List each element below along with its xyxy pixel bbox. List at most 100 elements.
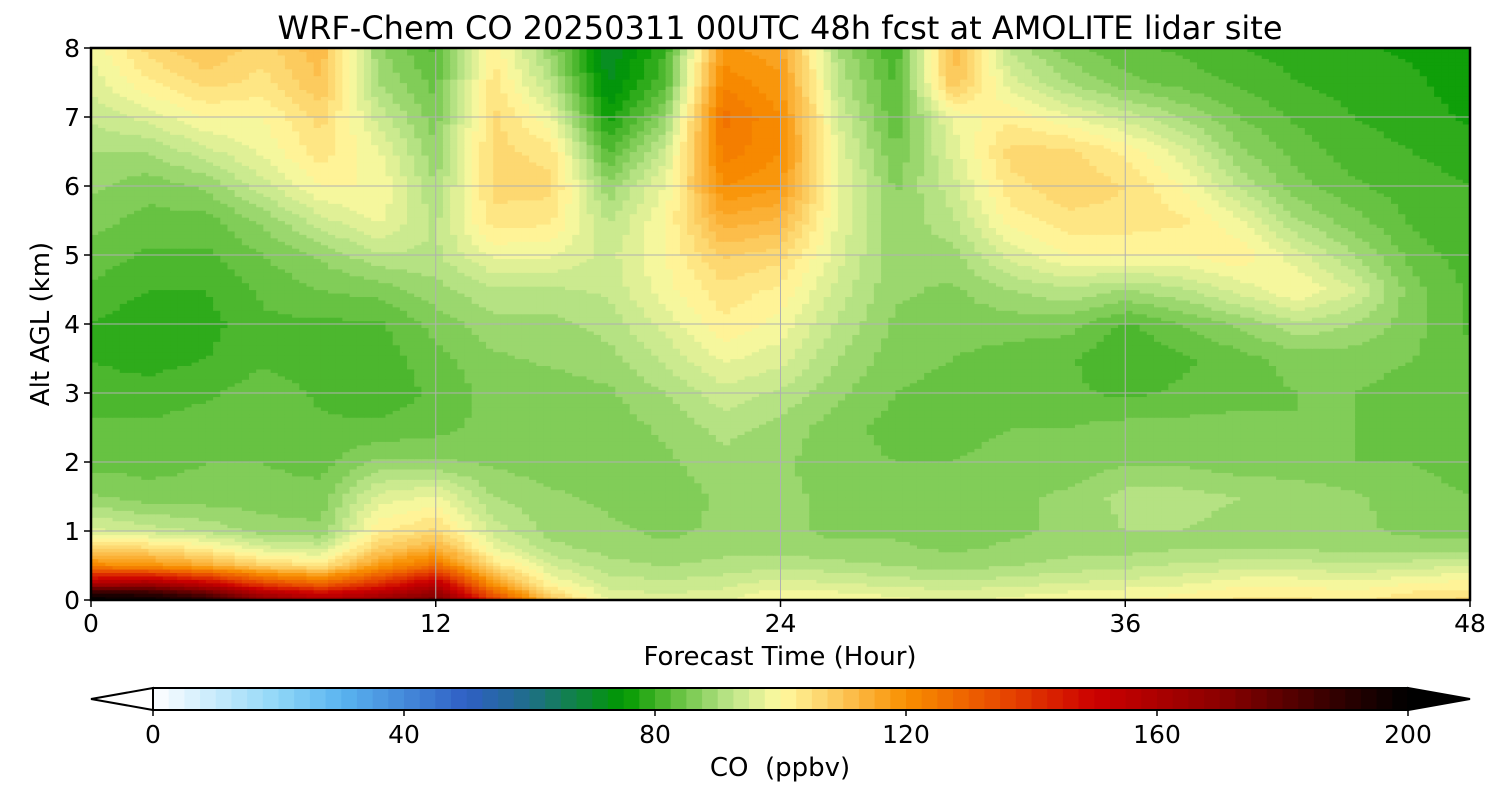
contour-cell: [249, 520, 257, 525]
contour-cell: [220, 527, 229, 532]
contour-cell: [428, 593, 437, 598]
contour-cell: [184, 575, 193, 580]
contour-cell: [270, 593, 279, 598]
contour-cell: [270, 520, 279, 525]
contour-cell: [751, 579, 760, 584]
contour-cell: [1355, 527, 1363, 532]
contour-cell: [809, 562, 818, 567]
contour-cell: [1232, 555, 1241, 560]
contour-cell: [881, 513, 889, 518]
contour-cell: [866, 534, 875, 539]
contour-cell: [837, 510, 846, 515]
contour-cell: [1003, 593, 1011, 598]
contour-cell: [421, 513, 430, 518]
contour-cell: [931, 541, 940, 546]
contour-cell: [1376, 579, 1385, 584]
contour-cell: [464, 593, 473, 598]
contour-cell: [457, 541, 466, 546]
contour-cell: [119, 565, 128, 570]
contour-cell: [952, 558, 961, 563]
contour-cell: [715, 513, 724, 518]
contour-cell: [837, 513, 846, 518]
contour-cell: [988, 510, 997, 515]
contour-cell: [349, 593, 358, 598]
contour-cell: [1297, 558, 1306, 563]
contour-cell: [177, 558, 185, 563]
contour-cell: [1031, 541, 1040, 546]
contour-cell: [988, 593, 997, 598]
contour-cell: [414, 551, 422, 556]
contour-cell: [392, 562, 401, 567]
contour-cell: [859, 579, 868, 584]
contour-cell: [98, 555, 106, 560]
contour-cell: [299, 541, 308, 546]
contour-cell: [1060, 524, 1069, 529]
contour-cell: [399, 582, 408, 587]
contour-cell: [1182, 520, 1191, 525]
contour-cell: [112, 593, 121, 598]
contour-cell: [1355, 517, 1363, 522]
contour-cell: [356, 520, 365, 525]
contour-cell: [126, 562, 135, 567]
contour-cell: [1405, 572, 1414, 577]
contour-cell: [1268, 524, 1277, 529]
contour-cell: [1383, 513, 1392, 518]
contour-cell: [450, 513, 458, 518]
contour-cell: [514, 582, 523, 587]
contour-cell: [701, 575, 710, 580]
contour-cell: [292, 534, 300, 539]
contour-cell: [830, 596, 839, 600]
contour-cell: [794, 555, 803, 560]
contour-cell: [1355, 593, 1363, 598]
contour-cell: [1067, 575, 1076, 580]
contour-cell: [902, 558, 911, 563]
contour-cell: [658, 524, 667, 529]
contour-cell: [177, 510, 185, 515]
contour-cell: [457, 558, 466, 563]
contour-cell: [758, 593, 767, 598]
contour-cell: [1003, 589, 1011, 594]
contour-cell: [665, 575, 674, 580]
contour-cell: [952, 527, 961, 532]
contour-cell: [565, 510, 573, 515]
contour-cell: [1053, 541, 1062, 546]
contour-cell: [888, 524, 897, 529]
contour-cell: [1168, 544, 1177, 549]
contour-cell: [995, 548, 1004, 553]
contour-cell: [780, 520, 789, 525]
contour-cell: [1218, 541, 1227, 546]
contour-cell: [335, 551, 343, 556]
contour-cell: [701, 531, 710, 536]
contour-cell: [794, 520, 803, 525]
contour-cell: [414, 558, 422, 563]
contour-cell: [888, 531, 897, 536]
contour-cell: [737, 565, 746, 570]
contour-cell: [119, 534, 128, 539]
contour-cell: [787, 558, 796, 563]
contour-cell: [342, 568, 351, 573]
contour-cell: [328, 579, 336, 584]
contour-cell: [687, 531, 695, 536]
contour-cell: [1010, 572, 1019, 577]
contour-cell: [1096, 558, 1105, 563]
contour-cell: [866, 579, 875, 584]
contour-cell: [313, 558, 322, 563]
contour-cell: [888, 575, 897, 580]
contour-cell: [816, 593, 825, 598]
contour-cell: [1168, 593, 1177, 598]
contour-cell: [500, 537, 509, 542]
contour-cell: [320, 517, 329, 522]
contour-cell: [859, 568, 868, 573]
contour-cell: [579, 517, 588, 522]
contour-cell: [306, 565, 315, 570]
contour-cell: [931, 527, 940, 532]
contour-cell: [263, 534, 272, 539]
contour-cell: [1355, 575, 1363, 580]
contour-cell: [751, 517, 760, 522]
contour-cell: [543, 541, 552, 546]
contour-cell: [1455, 589, 1464, 594]
contour-cell: [1161, 534, 1169, 539]
contour-cell: [306, 548, 315, 553]
contour-cell: [1426, 527, 1435, 532]
contour-cell: [687, 596, 695, 600]
